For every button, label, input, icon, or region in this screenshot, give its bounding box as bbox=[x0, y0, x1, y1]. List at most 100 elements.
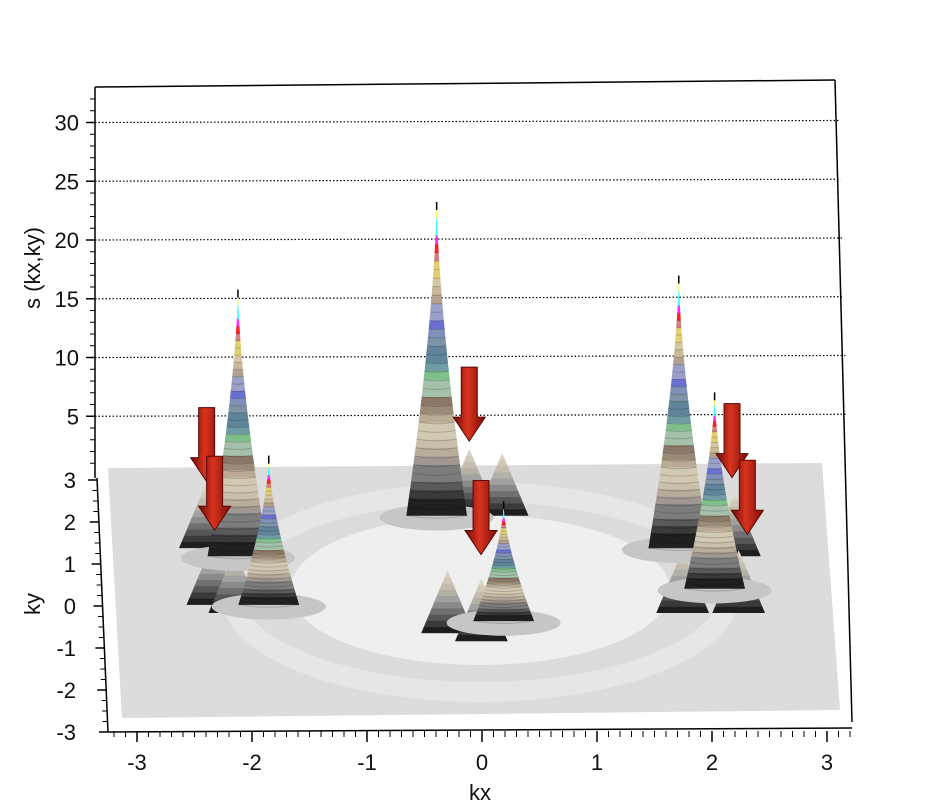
peak-band-edge bbox=[659, 473, 698, 477]
peak-band-edge bbox=[417, 430, 456, 433]
peak-band-edge bbox=[492, 564, 515, 567]
gridline bbox=[94, 296, 844, 300]
peak-band-edge bbox=[486, 583, 521, 586]
peak-band-edge bbox=[697, 525, 732, 528]
peak-band-edge bbox=[261, 514, 276, 516]
peak-band-edge bbox=[475, 614, 532, 618]
peak-band-edge bbox=[428, 336, 446, 339]
peak-band-edge bbox=[406, 515, 467, 519]
peak-band bbox=[432, 269, 441, 279]
secondary-peak-band bbox=[454, 634, 508, 642]
arrow-marker bbox=[197, 455, 232, 532]
x-axis: -3 -2 -1 0 1 2 3 kx bbox=[107, 727, 853, 805]
secondary-peak-band bbox=[466, 448, 473, 456]
peak-band bbox=[672, 364, 686, 372]
peak-band-edge bbox=[707, 467, 722, 470]
peak-band bbox=[435, 218, 438, 228]
peak-band-edge bbox=[251, 561, 287, 564]
arrow-shape bbox=[197, 455, 232, 532]
peak-band-edge bbox=[238, 604, 299, 608]
peak-band-edge bbox=[667, 415, 690, 418]
peak-band-edge bbox=[413, 464, 460, 468]
peak-band-edge bbox=[489, 573, 518, 577]
peak-band-edge bbox=[494, 558, 513, 561]
secondary-peak-band bbox=[436, 589, 459, 596]
arrow-marker bbox=[464, 480, 498, 556]
x-tick-label: 2 bbox=[706, 750, 718, 775]
peak-band-edge bbox=[414, 455, 459, 459]
peak-band bbox=[234, 340, 242, 349]
peak-band-edge bbox=[495, 552, 512, 554]
peak-band bbox=[267, 471, 270, 476]
peak-band bbox=[236, 311, 240, 320]
peak-band bbox=[430, 303, 444, 313]
peak-band-edge bbox=[664, 437, 693, 440]
arrow-marker bbox=[730, 459, 765, 536]
z-tick-label: 10 bbox=[55, 346, 79, 371]
peak-band bbox=[234, 347, 242, 356]
peak-band-edge bbox=[480, 601, 527, 605]
peak-band-edge bbox=[228, 411, 248, 414]
z-tick-label: 20 bbox=[55, 228, 79, 253]
peak-band-edge bbox=[670, 393, 688, 395]
z-tick-label: 30 bbox=[55, 111, 79, 136]
back-wall-right-edge-dotted bbox=[834, 79, 846, 471]
peak-band bbox=[712, 426, 718, 433]
peak-band-edge bbox=[484, 589, 523, 592]
peak-band-edge bbox=[415, 447, 458, 450]
peak-band-edge bbox=[479, 604, 528, 608]
secondary-peak-band bbox=[674, 562, 691, 570]
peak-band bbox=[678, 290, 680, 299]
peak-band bbox=[435, 226, 438, 236]
peak-band-edge bbox=[686, 577, 743, 581]
y-minor-ticks bbox=[88, 479, 108, 733]
arrow-shape bbox=[464, 480, 498, 556]
peak-band-edge bbox=[491, 567, 516, 570]
peak-band bbox=[239, 596, 298, 601]
peak-band-edge bbox=[704, 488, 725, 491]
x-axis-label: kx bbox=[469, 780, 491, 805]
peak-band-edge bbox=[222, 462, 254, 465]
z-axis: 5 10 15 20 25 30 s (kx,ky) bbox=[20, 87, 96, 478]
peak-band-edge bbox=[493, 561, 514, 564]
peak-band-edge bbox=[260, 521, 278, 524]
peak-band bbox=[677, 305, 681, 314]
peak-band bbox=[676, 312, 681, 321]
peak-band-edge bbox=[425, 362, 448, 365]
x-minor-ticks bbox=[113, 731, 851, 742]
x-axis-line bbox=[107, 727, 853, 733]
secondary-peak-band bbox=[491, 471, 513, 479]
peak bbox=[446, 501, 561, 636]
peak-band-edge bbox=[258, 529, 279, 532]
peak-band-edge bbox=[422, 387, 451, 390]
peak-band bbox=[431, 286, 442, 296]
peak-band-edge bbox=[487, 579, 520, 583]
peak-band-edge bbox=[693, 546, 736, 549]
peak-band-edge bbox=[668, 407, 689, 410]
secondary-peak-band bbox=[712, 606, 766, 613]
peak-band-edge bbox=[262, 510, 275, 512]
peak-band-edge bbox=[419, 413, 454, 416]
x-tick-label: 0 bbox=[476, 750, 488, 775]
peak-band-edge bbox=[688, 572, 742, 576]
peak-band-edge bbox=[224, 447, 252, 451]
secondary-peak-band bbox=[221, 575, 249, 582]
peak-band-edge bbox=[700, 509, 729, 512]
peak-band bbox=[434, 243, 439, 253]
y-tick-label: 3 bbox=[64, 468, 76, 493]
peak-band-edge bbox=[698, 520, 731, 523]
peak-band-edge bbox=[706, 473, 723, 475]
peak-band-edge bbox=[657, 488, 700, 492]
peak-band-edge bbox=[254, 545, 283, 548]
peak-band-edge bbox=[665, 429, 692, 433]
peak-band-edge bbox=[654, 510, 704, 514]
z-tick-labels: 5 10 15 20 25 30 bbox=[55, 111, 79, 430]
peak-band bbox=[675, 334, 683, 343]
peak-band-edge bbox=[666, 422, 691, 425]
y-tick-label: 2 bbox=[64, 510, 76, 535]
peak bbox=[211, 455, 326, 620]
peak-band-edge bbox=[705, 483, 724, 486]
peak-band-edge bbox=[255, 541, 282, 544]
peak-band-edge bbox=[703, 493, 726, 496]
y-tick-label: -1 bbox=[56, 636, 76, 661]
